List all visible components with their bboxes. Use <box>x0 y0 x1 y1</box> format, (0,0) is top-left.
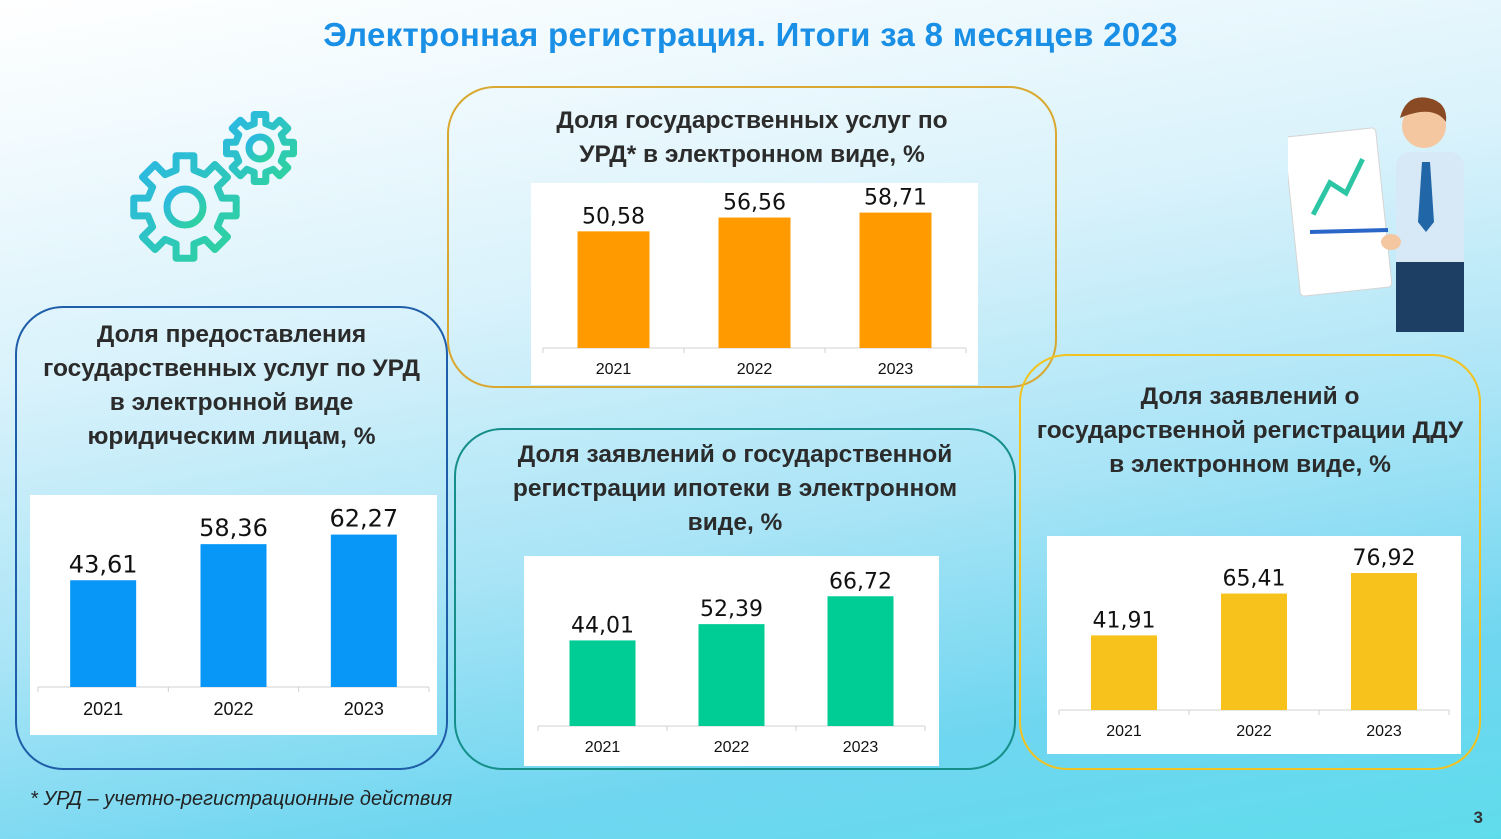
data-label: 58,71 <box>864 186 927 211</box>
x-tick-label: 2021 <box>596 361 632 378</box>
bar-2022 <box>718 217 791 348</box>
panel-mortgage: Доля заявлений о государственной регистр… <box>454 428 1016 770</box>
bar-2023 <box>1351 573 1417 710</box>
chart-title: Доля государственных услуг по УРД* в эле… <box>556 107 948 168</box>
footnote: * УРД – учетно-регистрационные действия <box>30 788 453 810</box>
bar-2022 <box>200 544 267 687</box>
bar-chart-urd: 50,58 2021 56,56 2022 58,71 2023 <box>542 186 967 378</box>
bar-2022 <box>1221 593 1287 710</box>
bar-2021 <box>70 580 137 687</box>
bar-2023 <box>330 534 397 687</box>
bar-2023 <box>827 596 894 726</box>
data-label: 41,91 <box>1093 608 1156 633</box>
bar-2021 <box>1091 635 1157 710</box>
data-label: 44,01 <box>571 613 634 638</box>
x-tick-label: 2023 <box>878 361 914 378</box>
bar-2021 <box>569 640 636 726</box>
data-label: 58,36 <box>199 514 268 542</box>
bar-chart-ddu: 41,91 2021 65,41 2022 76,92 2023 <box>1058 546 1450 740</box>
data-label: 65,41 <box>1223 567 1286 592</box>
data-label: 76,92 <box>1353 546 1416 571</box>
x-tick-label: 2021 <box>1106 723 1142 740</box>
chart-box: 50,58 2021 56,56 2022 58,71 2023 <box>531 183 978 385</box>
bar-2022 <box>698 624 765 726</box>
data-label: 56,56 <box>723 191 786 216</box>
x-tick-label: 2022 <box>714 739 750 756</box>
chart-title: Доля заявлений о государственной регистр… <box>1036 383 1464 478</box>
x-tick-label: 2023 <box>1366 723 1402 740</box>
x-tick-label: 2022 <box>1236 723 1272 740</box>
x-tick-label: 2021 <box>83 699 123 719</box>
data-label: 50,58 <box>582 204 645 229</box>
chart-box: 44,01 2021 52,39 2022 66,72 2023 <box>524 556 939 766</box>
chart-box: 41,91 2021 65,41 2022 76,92 2023 <box>1047 536 1461 754</box>
bar-chart-legal-entities: 43,61 2021 58,36 2022 62,27 2023 <box>37 505 430 719</box>
chart-title: Доля предоставления государственных услу… <box>43 321 420 450</box>
presenter-illustration <box>1288 97 1464 332</box>
panel-legal-entities: Доля предоставления государственных услу… <box>15 306 448 770</box>
data-label: 43,61 <box>69 550 138 578</box>
panel-urd-share: Доля государственных услуг по УРД* в эле… <box>447 86 1057 388</box>
chart-box: 43,61 2021 58,36 2022 62,27 2023 <box>30 495 437 735</box>
bar-chart-mortgage: 44,01 2021 52,39 2022 66,72 2023 <box>537 569 926 756</box>
chart-title: Доля заявлений о государственной регистр… <box>512 441 958 536</box>
x-tick-label: 2023 <box>843 739 879 756</box>
page-number: 3 <box>1473 808 1483 827</box>
x-tick-label: 2021 <box>585 739 621 756</box>
bar-2021 <box>577 231 650 348</box>
x-tick-label: 2023 <box>344 699 384 719</box>
x-tick-label: 2022 <box>737 361 773 378</box>
data-label: 66,72 <box>829 569 892 594</box>
gears-icon <box>130 111 297 262</box>
data-label: 52,39 <box>700 597 763 622</box>
bar-2023 <box>859 212 932 348</box>
data-label: 62,27 <box>329 505 398 533</box>
x-tick-label: 2022 <box>213 699 253 719</box>
panel-ddu: Доля заявлений о государственной регистр… <box>1019 354 1481 770</box>
page-title: Электронная регистрация. Итоги за 8 меся… <box>323 16 1178 53</box>
